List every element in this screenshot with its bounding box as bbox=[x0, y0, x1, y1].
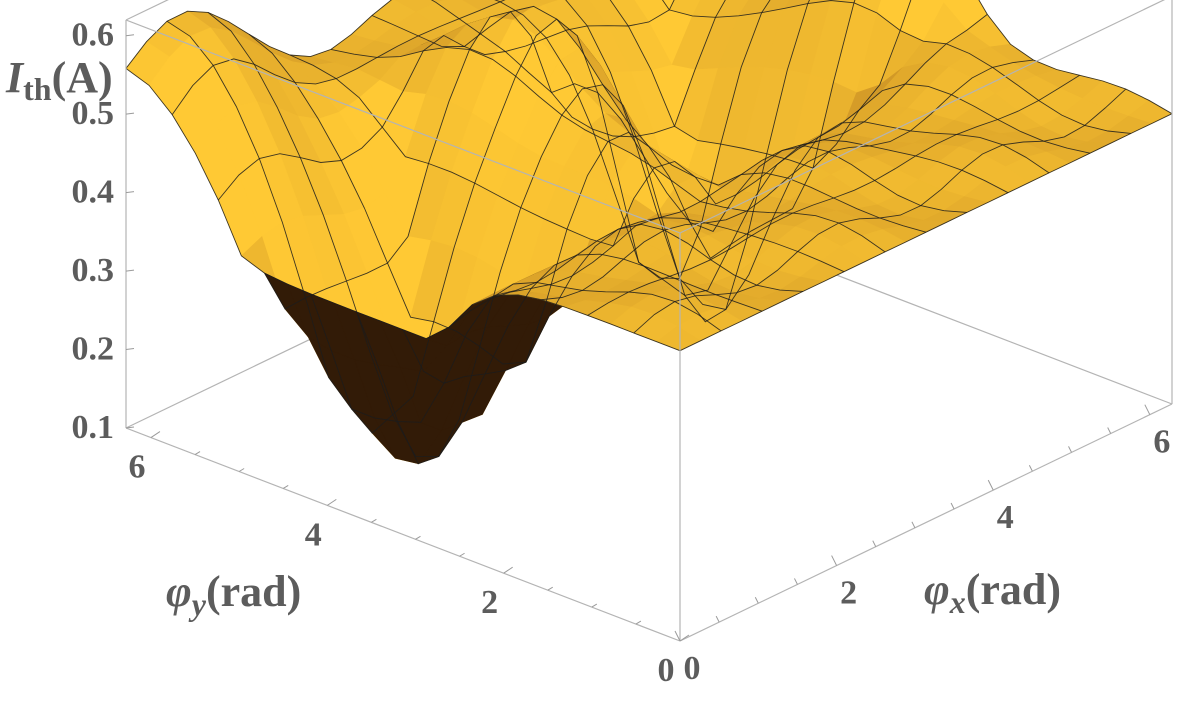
y-tick-mark bbox=[679, 634, 690, 642]
y-minor-tick bbox=[635, 620, 642, 625]
y-tick-mark bbox=[327, 498, 337, 506]
x-tick-mark bbox=[987, 479, 994, 491]
z-tick-mark bbox=[125, 191, 135, 194]
surface-patch bbox=[941, 0, 947, 4]
z-tick-label: 0.4 bbox=[72, 174, 115, 211]
z-tick-mark bbox=[125, 426, 135, 429]
mesh-line-y bbox=[171, 0, 506, 115]
mesh-line-y bbox=[448, 0, 912, 328]
y-tick-label: 2 bbox=[481, 584, 498, 621]
z-axis-ticks: 0.1 0.2 0.3 0.4 0.5 0.6 bbox=[72, 17, 135, 446]
z-tick-mark bbox=[125, 348, 135, 351]
mesh-line-y bbox=[541, 59, 1034, 301]
x-tick-mark bbox=[1144, 404, 1151, 415]
mesh-line-y bbox=[264, 0, 726, 310]
z-tick-label: 0.1 bbox=[72, 409, 115, 446]
x-axis-ticks: 0 2 4 6 bbox=[674, 404, 1170, 687]
y-minor-tick bbox=[591, 603, 598, 608]
x-tick-label: 0 bbox=[684, 650, 701, 687]
x-minor-tick bbox=[1068, 446, 1072, 453]
mesh-line-y bbox=[402, 0, 856, 384]
mesh-line-y bbox=[495, 14, 988, 296]
surface-patch bbox=[662, 0, 675, 11]
y-tick-mark bbox=[150, 431, 161, 439]
box-edge bbox=[125, 427, 681, 642]
z-tick-label: 0.5 bbox=[72, 95, 115, 132]
box-edge bbox=[679, 0, 1166, 234]
mesh-line-y bbox=[633, 88, 1127, 334]
z-tick-label: 0.3 bbox=[72, 252, 115, 289]
y-tick-label: 4 bbox=[305, 516, 322, 553]
x-tick-mark bbox=[831, 555, 838, 566]
threshold-current-surface bbox=[125, 0, 1173, 465]
x-tick-label: 2 bbox=[840, 575, 857, 612]
z-tick-mark bbox=[125, 112, 135, 115]
y-minor-tick bbox=[547, 586, 553, 591]
x-minor-tick bbox=[1107, 427, 1112, 434]
mesh-line-y bbox=[679, 113, 1173, 352]
y-minor-tick bbox=[371, 518, 377, 523]
y-minor-tick bbox=[459, 552, 465, 557]
x-tick-mark bbox=[674, 630, 681, 642]
x-axis-label: φx(rad) bbox=[924, 565, 1061, 620]
x-minor-tick bbox=[1028, 465, 1033, 472]
z-tick-label: 0.2 bbox=[72, 331, 115, 368]
y-minor-tick bbox=[194, 451, 201, 455]
y-tick-mark bbox=[503, 566, 513, 574]
x-minor-tick bbox=[754, 597, 759, 604]
x-minor-tick bbox=[950, 502, 955, 510]
x-tick-label: 4 bbox=[997, 499, 1014, 536]
box-edge bbox=[679, 403, 1173, 642]
mesh-line-y bbox=[587, 74, 1080, 316]
z-tick-mark bbox=[125, 269, 135, 272]
x-tick-label: 6 bbox=[1153, 424, 1170, 461]
box-edge bbox=[125, 19, 681, 234]
z-axis-label: Ith(A) bbox=[5, 53, 113, 107]
mesh-line-y bbox=[356, 0, 810, 465]
y-minor-tick bbox=[282, 485, 289, 489]
z-tick-label: 0.6 bbox=[72, 17, 115, 54]
mesh-line-y bbox=[217, 0, 675, 201]
y-axis-label: φy(rad) bbox=[166, 567, 301, 622]
x-minor-tick bbox=[715, 615, 720, 623]
x-minor-tick bbox=[911, 521, 916, 529]
y-tick-label: 6 bbox=[128, 449, 145, 486]
y-minor-tick bbox=[415, 535, 421, 540]
mesh-line-y bbox=[125, 0, 392, 69]
bounding-box-front-edges bbox=[125, 0, 1173, 642]
y-axis-ticks: 0 2 4 6 bbox=[128, 431, 690, 689]
z-tick-mark bbox=[125, 34, 135, 37]
y-tick-label: 0 bbox=[658, 652, 675, 689]
x-minor-tick bbox=[872, 540, 877, 547]
x-minor-tick bbox=[794, 578, 798, 585]
y-minor-tick bbox=[238, 468, 245, 472]
mesh-line-y bbox=[310, 0, 771, 434]
